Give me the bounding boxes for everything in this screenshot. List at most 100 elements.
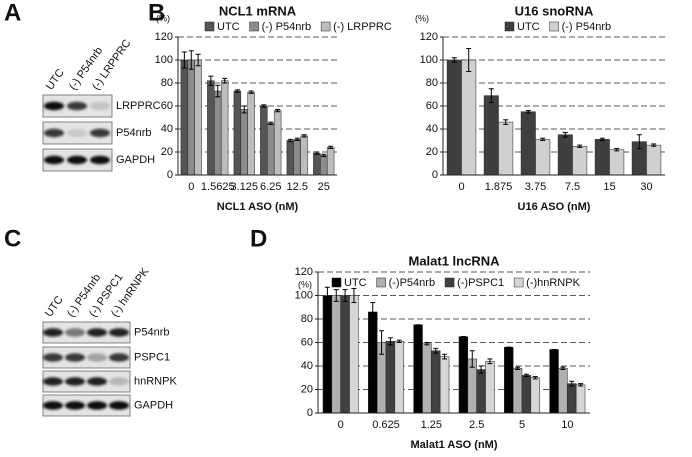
x-tick-label: 7.5 — [565, 181, 580, 193]
error-bar — [195, 53, 201, 67]
y-tick-label: 40 — [161, 123, 173, 135]
chart-title: NCL1 mRNA — [219, 3, 297, 18]
bar — [322, 295, 333, 414]
error-bar — [241, 105, 247, 114]
bar — [575, 384, 586, 414]
error-bar — [275, 108, 281, 113]
error-bar — [540, 137, 546, 141]
error-bar — [261, 104, 267, 108]
y-tick-label: 60 — [426, 100, 438, 112]
blot-band — [44, 155, 64, 165]
error-bar — [333, 289, 339, 302]
error-bar — [532, 376, 538, 380]
error-bar — [614, 148, 620, 152]
blot-band — [44, 128, 64, 138]
bar — [535, 139, 551, 176]
y-tick-label: 20 — [426, 146, 438, 158]
error-bar — [324, 286, 330, 305]
bar — [273, 110, 282, 176]
bar — [520, 111, 536, 176]
bar — [326, 147, 335, 176]
bar — [187, 59, 195, 176]
x-tick-label: 30 — [640, 181, 652, 193]
x-tick-label: 10 — [561, 419, 573, 431]
y-tick-label: 120 — [155, 31, 173, 43]
bar — [476, 369, 486, 414]
error-bar — [560, 366, 566, 371]
x-axis-label: NCL1 ASO (nM) — [217, 201, 299, 213]
y-tick-label: 100 — [155, 54, 173, 66]
y-tick-label: 60 — [301, 336, 313, 348]
legend-label: UTC — [217, 21, 240, 33]
bar — [340, 295, 350, 414]
bar — [293, 139, 301, 176]
error-bar — [287, 138, 293, 143]
panel-label: A — [4, 0, 21, 26]
blot-band — [87, 377, 107, 386]
bar — [240, 109, 248, 176]
x-tick-label: 1.875 — [485, 181, 513, 193]
x-tick-label: 0 — [338, 419, 344, 431]
error-bar — [424, 342, 430, 346]
blot-band — [65, 328, 85, 337]
y-tick-label: 100 — [420, 54, 438, 66]
legend-swatch — [320, 21, 331, 32]
lane-label: UTC — [43, 294, 66, 319]
error-bar — [466, 48, 472, 72]
x-tick-label: 15 — [603, 181, 615, 193]
x-axis-label: U16 ASO (nM) — [518, 201, 591, 213]
blot-band — [87, 401, 107, 410]
panel-label: C — [4, 225, 21, 252]
blot-band — [109, 401, 129, 410]
legend-swatch — [504, 21, 515, 32]
error-bar — [188, 50, 194, 70]
y-tick-label: 80 — [426, 77, 438, 89]
error-bar — [569, 380, 575, 387]
bar — [422, 343, 432, 414]
legend-swatch — [249, 21, 259, 32]
bar — [483, 95, 499, 176]
blot-band — [43, 328, 63, 337]
chart-title: Malat1 lncRNA — [408, 253, 500, 268]
legend-swatch — [331, 277, 342, 288]
x-tick-label: 0 — [458, 181, 464, 193]
y-tick-label: 20 — [301, 383, 313, 395]
y-unit: (%) — [415, 13, 429, 23]
error-bar — [651, 143, 657, 147]
error-bar — [342, 289, 348, 302]
x-tick-label: 0.625 — [372, 419, 400, 431]
blot-row-label: PSPC1 — [134, 351, 170, 363]
legend-label: UTC — [517, 21, 540, 33]
error-bar — [248, 90, 254, 94]
error-bar — [222, 77, 228, 84]
y-tick-label: 40 — [426, 123, 438, 135]
error-bar — [636, 134, 642, 150]
error-bar — [442, 353, 448, 360]
legend-label: (-)PSPC1 — [457, 277, 504, 289]
x-tick-label: 12.5 — [287, 181, 308, 193]
blot-band — [43, 377, 63, 386]
error-bar — [294, 137, 300, 141]
y-tick-label: 80 — [301, 313, 313, 325]
error-bar — [181, 51, 187, 69]
error-bar — [387, 337, 393, 346]
blot-row-label: LRPPRC — [116, 100, 161, 112]
error-bar — [523, 373, 529, 378]
y-tick-label: 0 — [167, 169, 173, 181]
y-tick-label: 40 — [301, 360, 313, 372]
blot-band — [90, 128, 110, 138]
bar — [530, 377, 540, 414]
blot-row-label: GAPDH — [134, 399, 173, 411]
legend-swatch — [513, 277, 524, 288]
blot-band — [67, 128, 87, 138]
bar — [247, 91, 255, 176]
blot-band — [109, 377, 129, 386]
blot-row-label: GAPDH — [116, 154, 155, 166]
bar — [233, 90, 242, 176]
error-bar — [562, 131, 568, 138]
blot-band — [109, 328, 129, 337]
bar — [485, 361, 495, 414]
blot-band — [67, 155, 87, 165]
error-bar — [351, 287, 357, 304]
